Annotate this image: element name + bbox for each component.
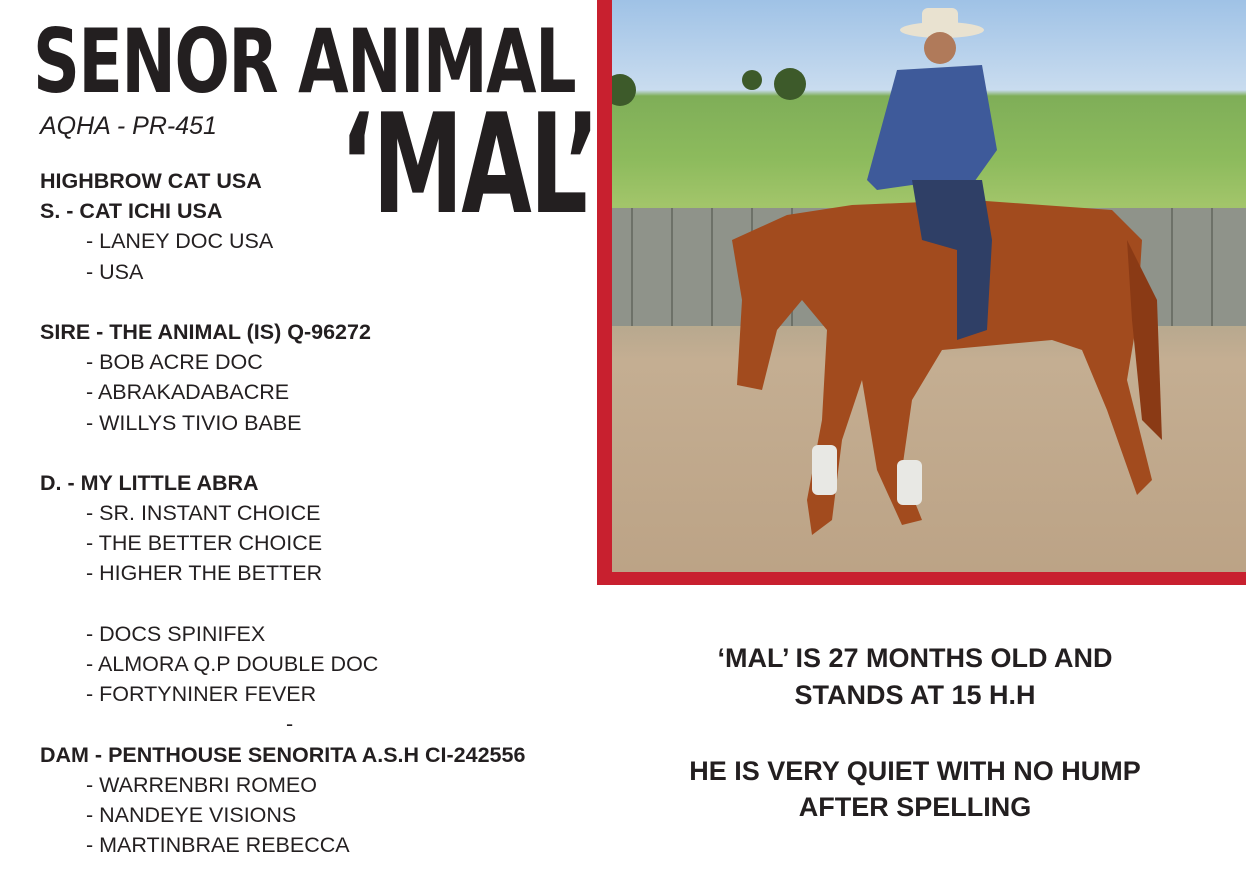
horse-name-title: SENOR ANIMAL xyxy=(33,10,577,113)
pedigree-entry: - ALMORA Q.P DOUBLE DOC xyxy=(86,652,379,676)
pedigree-entry: - FORTYNINER FEVER xyxy=(86,682,317,707)
registration-number: AQHA - PR-451 xyxy=(40,112,217,140)
pedigree-heading: SIRE - THE ANIMAL (IS) Q-96272 xyxy=(40,319,371,344)
pedigree-heading: D. - MY LITTLE ABRA xyxy=(40,470,259,495)
description-line-3: HE IS VERY QUIET WITH NO HUMP xyxy=(689,756,1141,786)
pedigree-entry xyxy=(40,287,525,317)
photo-illustration xyxy=(612,8,1246,535)
pedigree-entry: - USA xyxy=(86,259,144,284)
horse xyxy=(732,200,1162,535)
pedigree-heading: S. - CAT ICHI USA xyxy=(40,199,223,224)
pedigree-list: HIGHBROW CAT USA S. - CAT ICHI USA - LANEY… xyxy=(40,166,525,860)
pedigree-entry: - DOCS SPINIFEX xyxy=(86,621,266,646)
pedigree-entry: - WILLYS TIVIO BABE xyxy=(86,410,302,435)
description-line-4: AFTER SPELLING xyxy=(798,792,1032,822)
pedigree-entry: - WARRENBRI ROMEO xyxy=(86,772,317,797)
pedigree-heading: DAM - PENTHOUSE SENORITA A.S.H CI-242556 xyxy=(40,742,526,767)
pedigree-entry xyxy=(40,438,525,468)
pedigree-entry: - SR. INSTANT CHOICE xyxy=(86,501,321,526)
leg-boots xyxy=(812,445,922,505)
pedigree-entry: - LANEY DOC USA xyxy=(86,229,274,254)
horse-nickname: ‘MAL’ xyxy=(340,84,600,245)
pedigree-entry: - MARTINBRAE REBECCA xyxy=(86,833,350,858)
pedigree-entry: - THE BETTER CHOICE xyxy=(86,531,323,556)
pedigree-entry: - NANDEYE VISIONS xyxy=(86,802,297,827)
pedigree-entry: - HIGHER THE BETTER xyxy=(86,561,323,586)
pedigree-entry: - ABRAKADABACRE xyxy=(86,380,290,405)
rider xyxy=(867,8,997,340)
horse-and-rider-photo xyxy=(612,0,1246,572)
trees xyxy=(612,68,806,106)
description-line-1: ‘MAL’ IS 27 MONTHS OLD AND xyxy=(717,643,1113,673)
pedigree-entry: - BOB ACRE DOC xyxy=(86,350,263,375)
description-line-2: STANDS AT 15 H.H xyxy=(794,680,1036,710)
pedigree-entry: - xyxy=(286,712,294,737)
pedigree-entry xyxy=(40,589,525,619)
pedigree-heading: HIGHBROW CAT USA xyxy=(40,169,262,193)
photo-frame xyxy=(597,0,1246,585)
